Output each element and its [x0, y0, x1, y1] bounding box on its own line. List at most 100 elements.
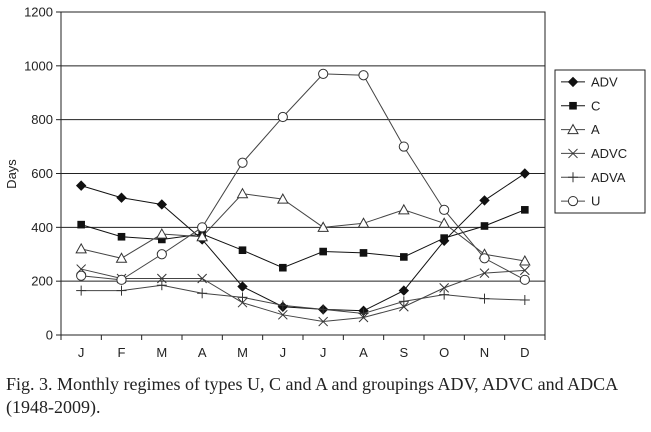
data-point-a — [155, 228, 168, 239]
x-tick-label: J — [320, 345, 327, 360]
data-point-adva — [519, 295, 530, 306]
data-point-u — [439, 204, 450, 215]
data-point-adva — [76, 285, 87, 296]
x-tick-label: O — [439, 345, 449, 360]
legend-item-adv: ADV — [561, 74, 618, 89]
data-point-advc — [479, 268, 490, 278]
series-line-advc — [81, 268, 525, 323]
y-tick-label: 600 — [31, 166, 53, 181]
legend-marker — [569, 101, 577, 110]
data-point-a — [518, 254, 531, 266]
data-point-a — [438, 217, 451, 228]
x-tick-label: J — [280, 345, 287, 360]
series-advc — [76, 264, 530, 327]
series-layer — [75, 68, 531, 327]
x-tick-label: M — [237, 345, 248, 360]
y-tick-label: 1000 — [24, 58, 53, 73]
data-point-a — [75, 242, 88, 254]
x-tick-label: A — [198, 345, 207, 360]
data-point-adva — [439, 289, 450, 300]
x-tick-label: D — [520, 345, 529, 360]
legend-label: ADVC — [591, 146, 627, 161]
data-point-adva — [358, 308, 369, 319]
series-line-c — [81, 209, 526, 269]
y-tick-label: 0 — [46, 328, 53, 343]
data-point-adv — [519, 168, 531, 179]
legend-item-c: C — [561, 98, 600, 113]
data-point-a — [357, 217, 370, 228]
data-point-advc — [398, 301, 409, 312]
legend-label: C — [591, 98, 600, 113]
data-point-adv — [116, 192, 127, 203]
data-point-adva — [197, 288, 208, 299]
data-point-adv — [237, 281, 248, 292]
x-tick-label: S — [399, 345, 408, 360]
data-point-adv — [156, 199, 168, 210]
y-tick-label: 400 — [31, 220, 53, 235]
y-tick-label: 800 — [31, 112, 53, 127]
series-a — [75, 187, 531, 266]
legend-label: ADV — [591, 74, 618, 89]
data-point-a — [196, 230, 209, 242]
y-axis-ticks: 0 200 400 600 800 1000 1200 — [24, 5, 61, 343]
data-point-c — [480, 222, 489, 230]
grid-lines — [60, 11, 546, 336]
data-point-adva — [318, 304, 329, 315]
legend-marker — [568, 148, 578, 159]
data-point-c — [117, 232, 126, 241]
series-line-u — [81, 73, 526, 281]
y-axis-title: Days — [4, 159, 19, 189]
x-tick-label: N — [480, 345, 489, 360]
data-point-adva — [398, 296, 409, 307]
data-point-advc — [197, 273, 208, 284]
series-c — [77, 206, 529, 272]
data-point-c — [359, 249, 368, 257]
data-point-adv — [75, 180, 87, 191]
data-point-advc — [237, 297, 248, 308]
data-point-adva — [237, 292, 248, 303]
data-point-u — [237, 157, 248, 168]
data-point-c — [158, 235, 166, 244]
data-point-u — [277, 111, 288, 123]
data-point-c — [319, 247, 327, 256]
data-point-c — [400, 253, 408, 261]
data-point-adv — [479, 195, 490, 206]
legend-label: ADVA — [591, 170, 626, 185]
data-point-u — [479, 253, 490, 264]
legend-marker — [567, 76, 579, 88]
data-point-c — [440, 234, 448, 242]
legend-item-a: A — [561, 122, 600, 137]
legend-item-u: U — [561, 194, 600, 209]
data-point-adva — [116, 285, 127, 296]
legend-item-advc: ADVC — [561, 146, 627, 161]
legend-box — [554, 69, 646, 214]
legend-marker — [567, 195, 579, 207]
series-u — [76, 68, 530, 285]
data-point-a — [236, 187, 249, 199]
series-adv — [75, 168, 531, 316]
data-point-adv — [398, 285, 410, 296]
data-point-adva — [156, 280, 167, 291]
legend-item-adva: ADVA — [561, 170, 626, 185]
data-point-a — [317, 221, 330, 232]
data-point-c — [279, 263, 287, 272]
legend-label: A — [591, 122, 600, 137]
data-point-u — [519, 274, 530, 285]
data-point-advc — [519, 265, 530, 276]
data-point-a — [115, 252, 128, 263]
legend-marker — [568, 172, 578, 183]
data-point-u — [76, 270, 87, 281]
data-point-u — [156, 249, 167, 260]
data-point-advc — [277, 309, 288, 320]
data-point-c — [521, 206, 529, 214]
x-tick-label: F — [118, 345, 126, 360]
data-point-a — [276, 193, 289, 204]
data-point-u — [116, 274, 127, 285]
x-tick-label: M — [156, 345, 167, 360]
data-point-u — [318, 68, 329, 80]
y-tick-label: 1200 — [24, 5, 53, 20]
series-line-adv — [81, 173, 526, 312]
data-point-advc — [318, 316, 329, 327]
